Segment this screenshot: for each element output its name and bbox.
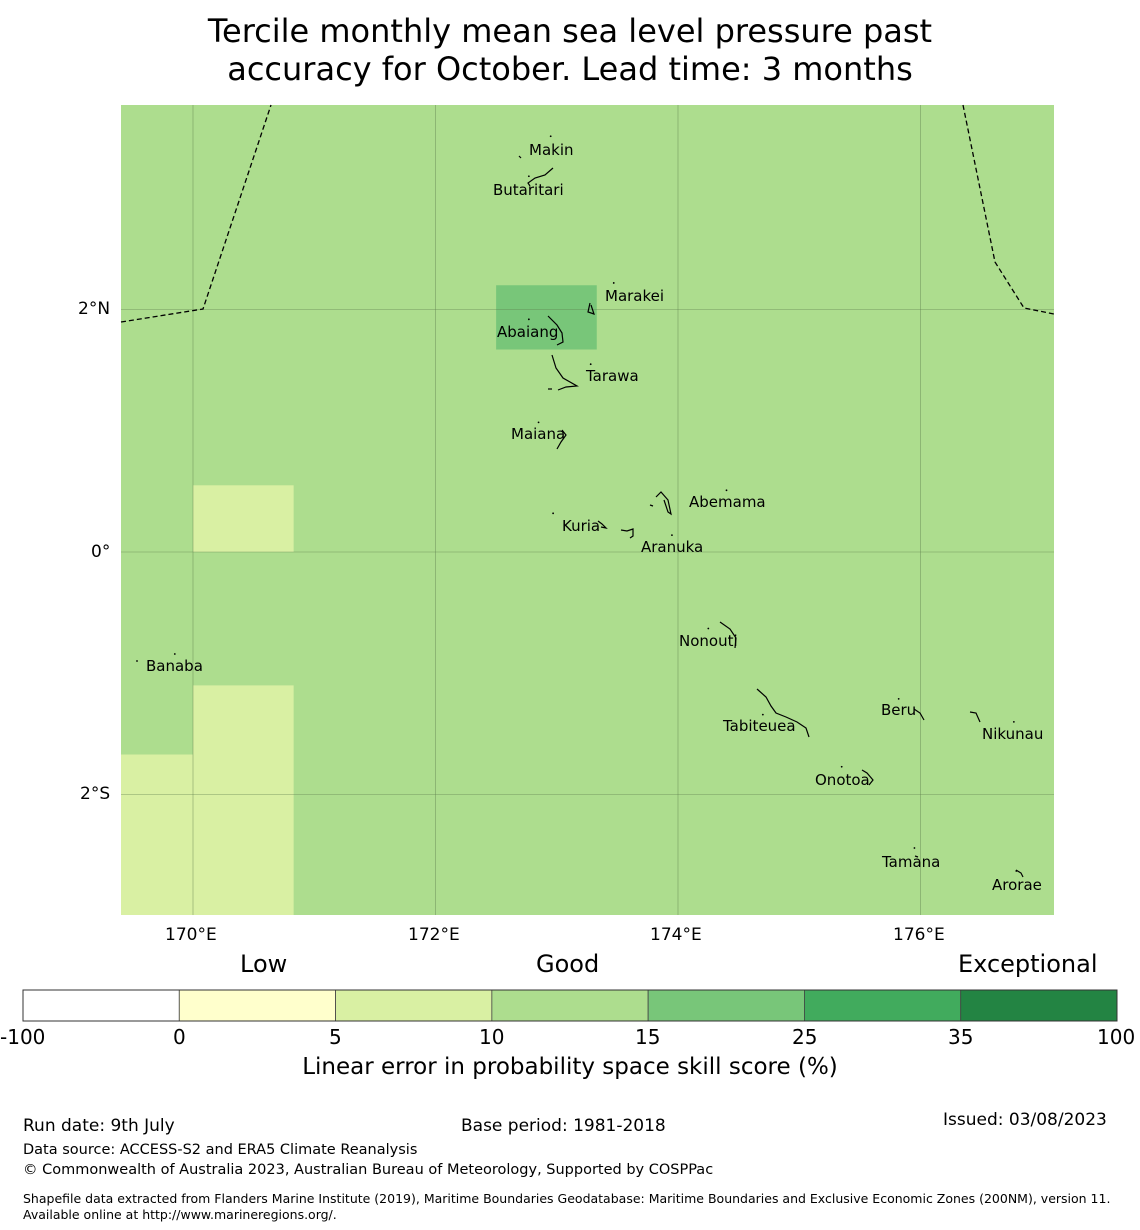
place-marker-tabiteuea [761, 713, 764, 716]
place-label-kuria: Kuria [562, 517, 601, 535]
place-label-beru: Beru [881, 701, 917, 719]
colorbar-segment-2 [335, 989, 493, 1022]
x-tick-172: 172°E [408, 925, 460, 945]
island-abemama [655, 491, 672, 516]
place-marker-beru [897, 697, 900, 700]
place-marker-onotoa [840, 765, 843, 768]
eez-boundary-east [962, 104, 1055, 315]
title-line-2: accuracy for October. Lead time: 3 month… [227, 50, 913, 88]
skill-cell-0 [496, 285, 597, 350]
island-onotoa [861, 769, 874, 786]
place-marker-maiana [537, 421, 540, 424]
place-label-tabiteuea: Tabiteuea [723, 717, 796, 735]
island-butaritari [527, 167, 554, 187]
y-tick-0: 0° [91, 542, 111, 562]
island-tabiteuea [756, 688, 810, 738]
colorbar-tick-25: 25 [792, 1025, 818, 1049]
colorbar-tick-5: 5 [329, 1025, 342, 1049]
colorbar-category-exceptional: Exceptional [958, 950, 1098, 978]
base-period: Base period: 1981-2018 [461, 1116, 666, 1136]
place-label-abaiang: Abaiang [497, 323, 559, 341]
place-marker-banaba [173, 653, 176, 655]
place-label-onotoa: Onotoa [815, 771, 870, 789]
place-label-butaritari: Butaritari [493, 181, 564, 199]
place-marker-abemama [725, 489, 728, 492]
place-label-abemama: Abemama [689, 493, 766, 511]
island-kuria [597, 520, 608, 529]
place-label-tamana: Tamana [882, 853, 941, 871]
place-marker-abaiang [527, 318, 530, 321]
colorbar-segment-0 [22, 989, 180, 1022]
island-tarawa [551, 354, 579, 391]
island-tamana [914, 855, 919, 858]
colorbar-tick-15: 15 [635, 1025, 661, 1049]
data-source: Data source: ACCESS-S2 and ERA5 Climate … [23, 1142, 418, 1158]
copyright: © Commonwealth of Australia 2023, Austra… [23, 1162, 714, 1178]
island-maiana [556, 429, 567, 450]
island-nikunau [969, 711, 981, 723]
colorbar-segment-4 [647, 989, 805, 1022]
island-makin [518, 155, 522, 159]
place-marker-butaritari [527, 175, 530, 178]
colorbar-category-low: Low [240, 950, 288, 978]
place-label-nikunau: Nikunau [982, 725, 1044, 743]
place-label-arorae: Arorae [992, 876, 1042, 894]
colorbar-tick-35: 35 [948, 1025, 974, 1049]
colorbar-segment-6 [960, 989, 1118, 1022]
skill-cell-2 [193, 685, 294, 915]
issued-date: Issued: 03/08/2023 [943, 1110, 1107, 1130]
colorbar-segment-5 [804, 989, 962, 1022]
colorbar-segment-3 [491, 989, 649, 1022]
place-label-maiana: Maiana [511, 425, 566, 443]
place-marker-marakei [612, 282, 615, 284]
place-marker-kuria [552, 512, 555, 515]
place-label-tarawa: Tarawa [586, 367, 639, 385]
island-abemama-west [649, 504, 654, 507]
island-nonouti [719, 621, 737, 649]
y-tick-2n: 2°N [78, 299, 111, 319]
skill-cell-1 [193, 485, 294, 552]
place-marker-tamana [913, 847, 916, 849]
place-marker-nikunau [1012, 720, 1015, 723]
colorbar-label: Linear error in probability space skill … [302, 1054, 838, 1080]
colorbar-tick-minus100: -100 [0, 1025, 46, 1049]
island-marakei [587, 302, 595, 315]
skill-cell-3 [121, 754, 193, 915]
island-beru [913, 708, 925, 721]
colorbar-category-good: Good [536, 950, 600, 978]
x-tick-170: 170°E [165, 925, 217, 945]
place-label-nonouti: Nonouti [679, 632, 738, 650]
island-abaiang [547, 315, 564, 346]
colorbar-tick-10: 10 [479, 1025, 505, 1049]
colorbar-tick-100: 100 [1097, 1025, 1136, 1049]
eez-boundary-west [120, 104, 272, 323]
place-marker-nonouti [707, 627, 710, 630]
title-line-1: Tercile monthly mean sea level pressure … [207, 12, 933, 50]
colorbar-frame [22, 989, 1118, 1022]
x-tick-174: 174°E [650, 925, 702, 945]
shapefile-note: Shapefile data extracted from Flanders M… [23, 1191, 1111, 1222]
place-label-makin: Makin [529, 141, 574, 159]
place-label-aranuka: Aranuka [641, 538, 704, 556]
place-label-banaba: Banaba [146, 657, 203, 675]
place-label-marakei: Marakei [605, 287, 665, 305]
colorbar-tick-0: 0 [173, 1025, 186, 1049]
place-marker-aranuka [671, 534, 673, 537]
island-aranuka [620, 528, 634, 539]
island-arorae [1015, 869, 1024, 878]
place-marker-makin [549, 135, 552, 138]
x-tick-176: 176°E [893, 925, 945, 945]
colorbar-segment-1 [178, 989, 336, 1022]
place-marker-arorae [1015, 870, 1018, 872]
place-marker-tarawa [589, 363, 592, 366]
chart-title: Tercile monthly mean sea level pressure … [0, 12, 1140, 88]
run-date: Run date: 9th July [23, 1116, 175, 1136]
y-tick-2s: 2°S [80, 784, 111, 804]
